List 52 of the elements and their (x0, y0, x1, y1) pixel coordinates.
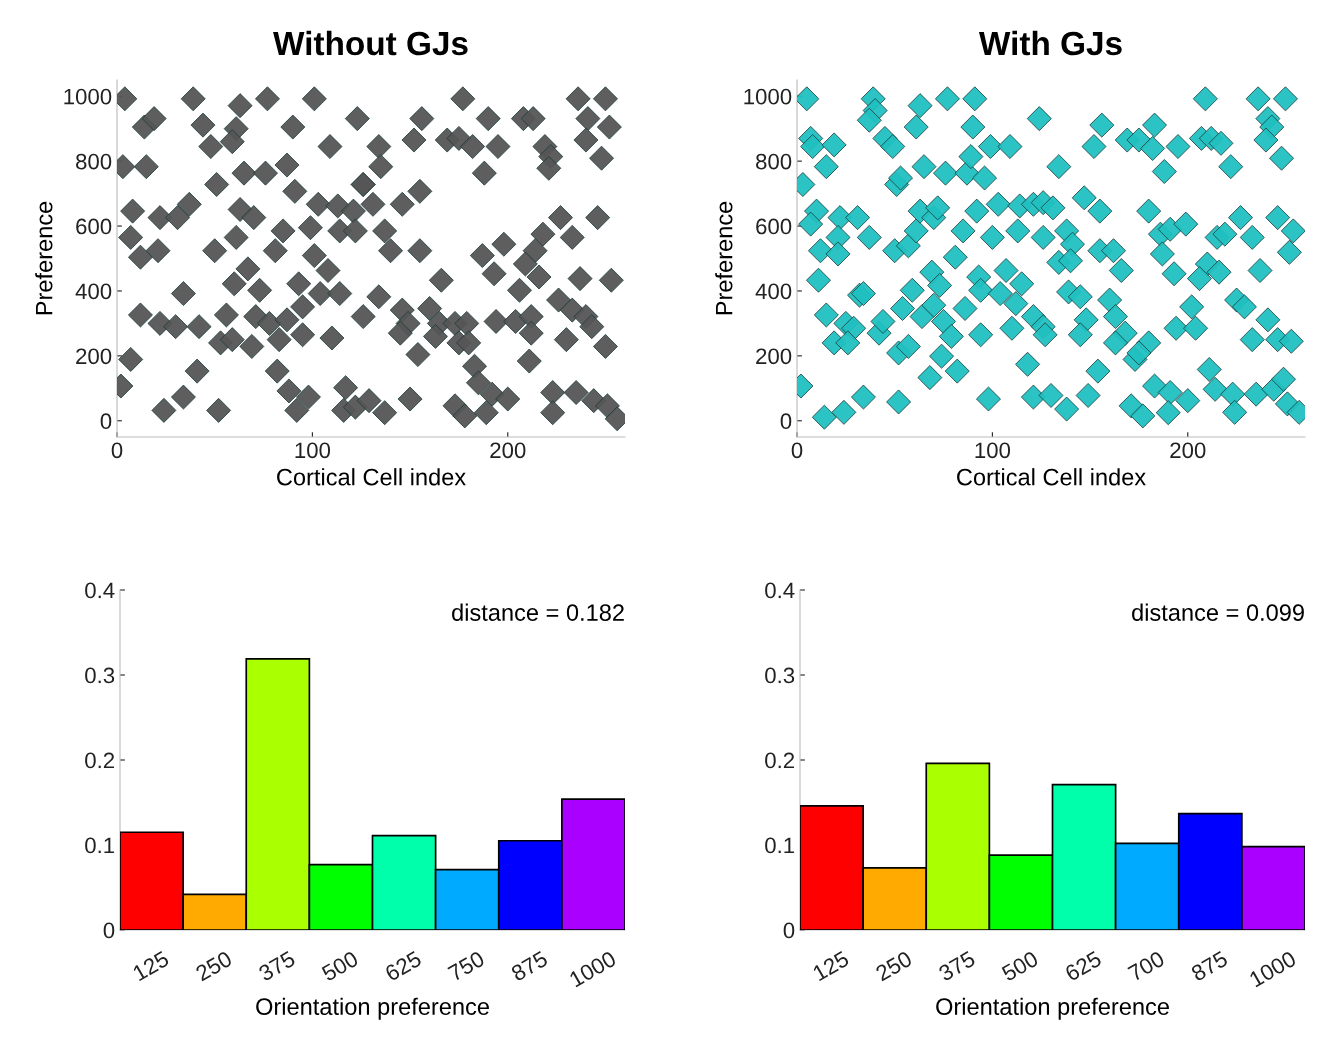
y-tick-label: 600 (76, 218, 112, 235)
y-tick-label: 0.4 (85, 582, 115, 599)
annotation: distance = 0.182 (452, 603, 624, 621)
x-axis-title: Cortical Cell index (277, 468, 466, 486)
y-tick-label: 200 (756, 348, 792, 365)
x-tick-label: 625 (1064, 950, 1103, 982)
y-tick-label: 0.3 (765, 667, 795, 684)
x-tick-label: 250 (874, 950, 913, 982)
y-tick-label: 0.2 (765, 752, 795, 769)
y-tick-label: 1000 (744, 88, 792, 105)
y-tick-label: 400 (755, 283, 792, 300)
chart-title: Without GJs (273, 30, 468, 56)
x-axis-title: Orientation preference (936, 997, 1169, 1020)
x-tick-label: 1000 (1248, 950, 1298, 988)
x-axis-title: Cortical Cell index (957, 468, 1146, 486)
x-tick-label: 375 (257, 950, 297, 982)
y-tick-label: 600 (756, 218, 792, 235)
annotation: distance = 0.099 (1132, 603, 1304, 621)
x-tick-label: 125 (132, 950, 170, 982)
x-tick-label: 1000 (568, 950, 618, 988)
x-tick-label: 100 (295, 442, 331, 459)
x-tick-label: 250 (194, 950, 233, 982)
y-tick-label: 0 (783, 922, 795, 939)
y-axis-title: Preference (715, 201, 733, 315)
chart-title: With GJs (978, 30, 1122, 56)
y-tick-label: 0.3 (85, 667, 115, 684)
y-tick-label: 0.1 (85, 837, 115, 854)
x-tick-label: 125 (812, 950, 850, 982)
y-tick-label: 0.2 (85, 752, 115, 769)
x-tick-label: 200 (1170, 442, 1206, 459)
x-tick-label: 500 (1000, 950, 1040, 982)
y-tick-label: 800 (76, 153, 112, 170)
x-tick-label: 100 (975, 442, 1011, 459)
y-tick-label: 200 (76, 348, 112, 365)
y-tick-label: 0 (103, 922, 115, 939)
y-tick-label: 0.4 (765, 582, 795, 599)
x-tick-label: 625 (384, 950, 423, 982)
x-tick-label: 875 (510, 950, 549, 982)
x-tick-label: 750 (447, 950, 486, 982)
x-tick-label: 375 (937, 950, 977, 982)
y-tick-label: 0 (100, 413, 112, 430)
x-tick-label: 700 (1127, 950, 1166, 982)
y-tick-label: 0 (780, 413, 792, 430)
x-tick-label: 200 (490, 442, 526, 459)
y-tick-label: 0.1 (765, 837, 795, 854)
y-tick-label: 800 (756, 153, 792, 170)
y-tick-label: 400 (75, 283, 112, 300)
x-tick-label: 500 (320, 950, 360, 982)
x-axis-title: Orientation preference (256, 997, 489, 1020)
y-tick-label: 1000 (64, 88, 112, 105)
x-tick-label: 875 (1190, 950, 1229, 982)
y-axis-title: Preference (35, 201, 53, 315)
